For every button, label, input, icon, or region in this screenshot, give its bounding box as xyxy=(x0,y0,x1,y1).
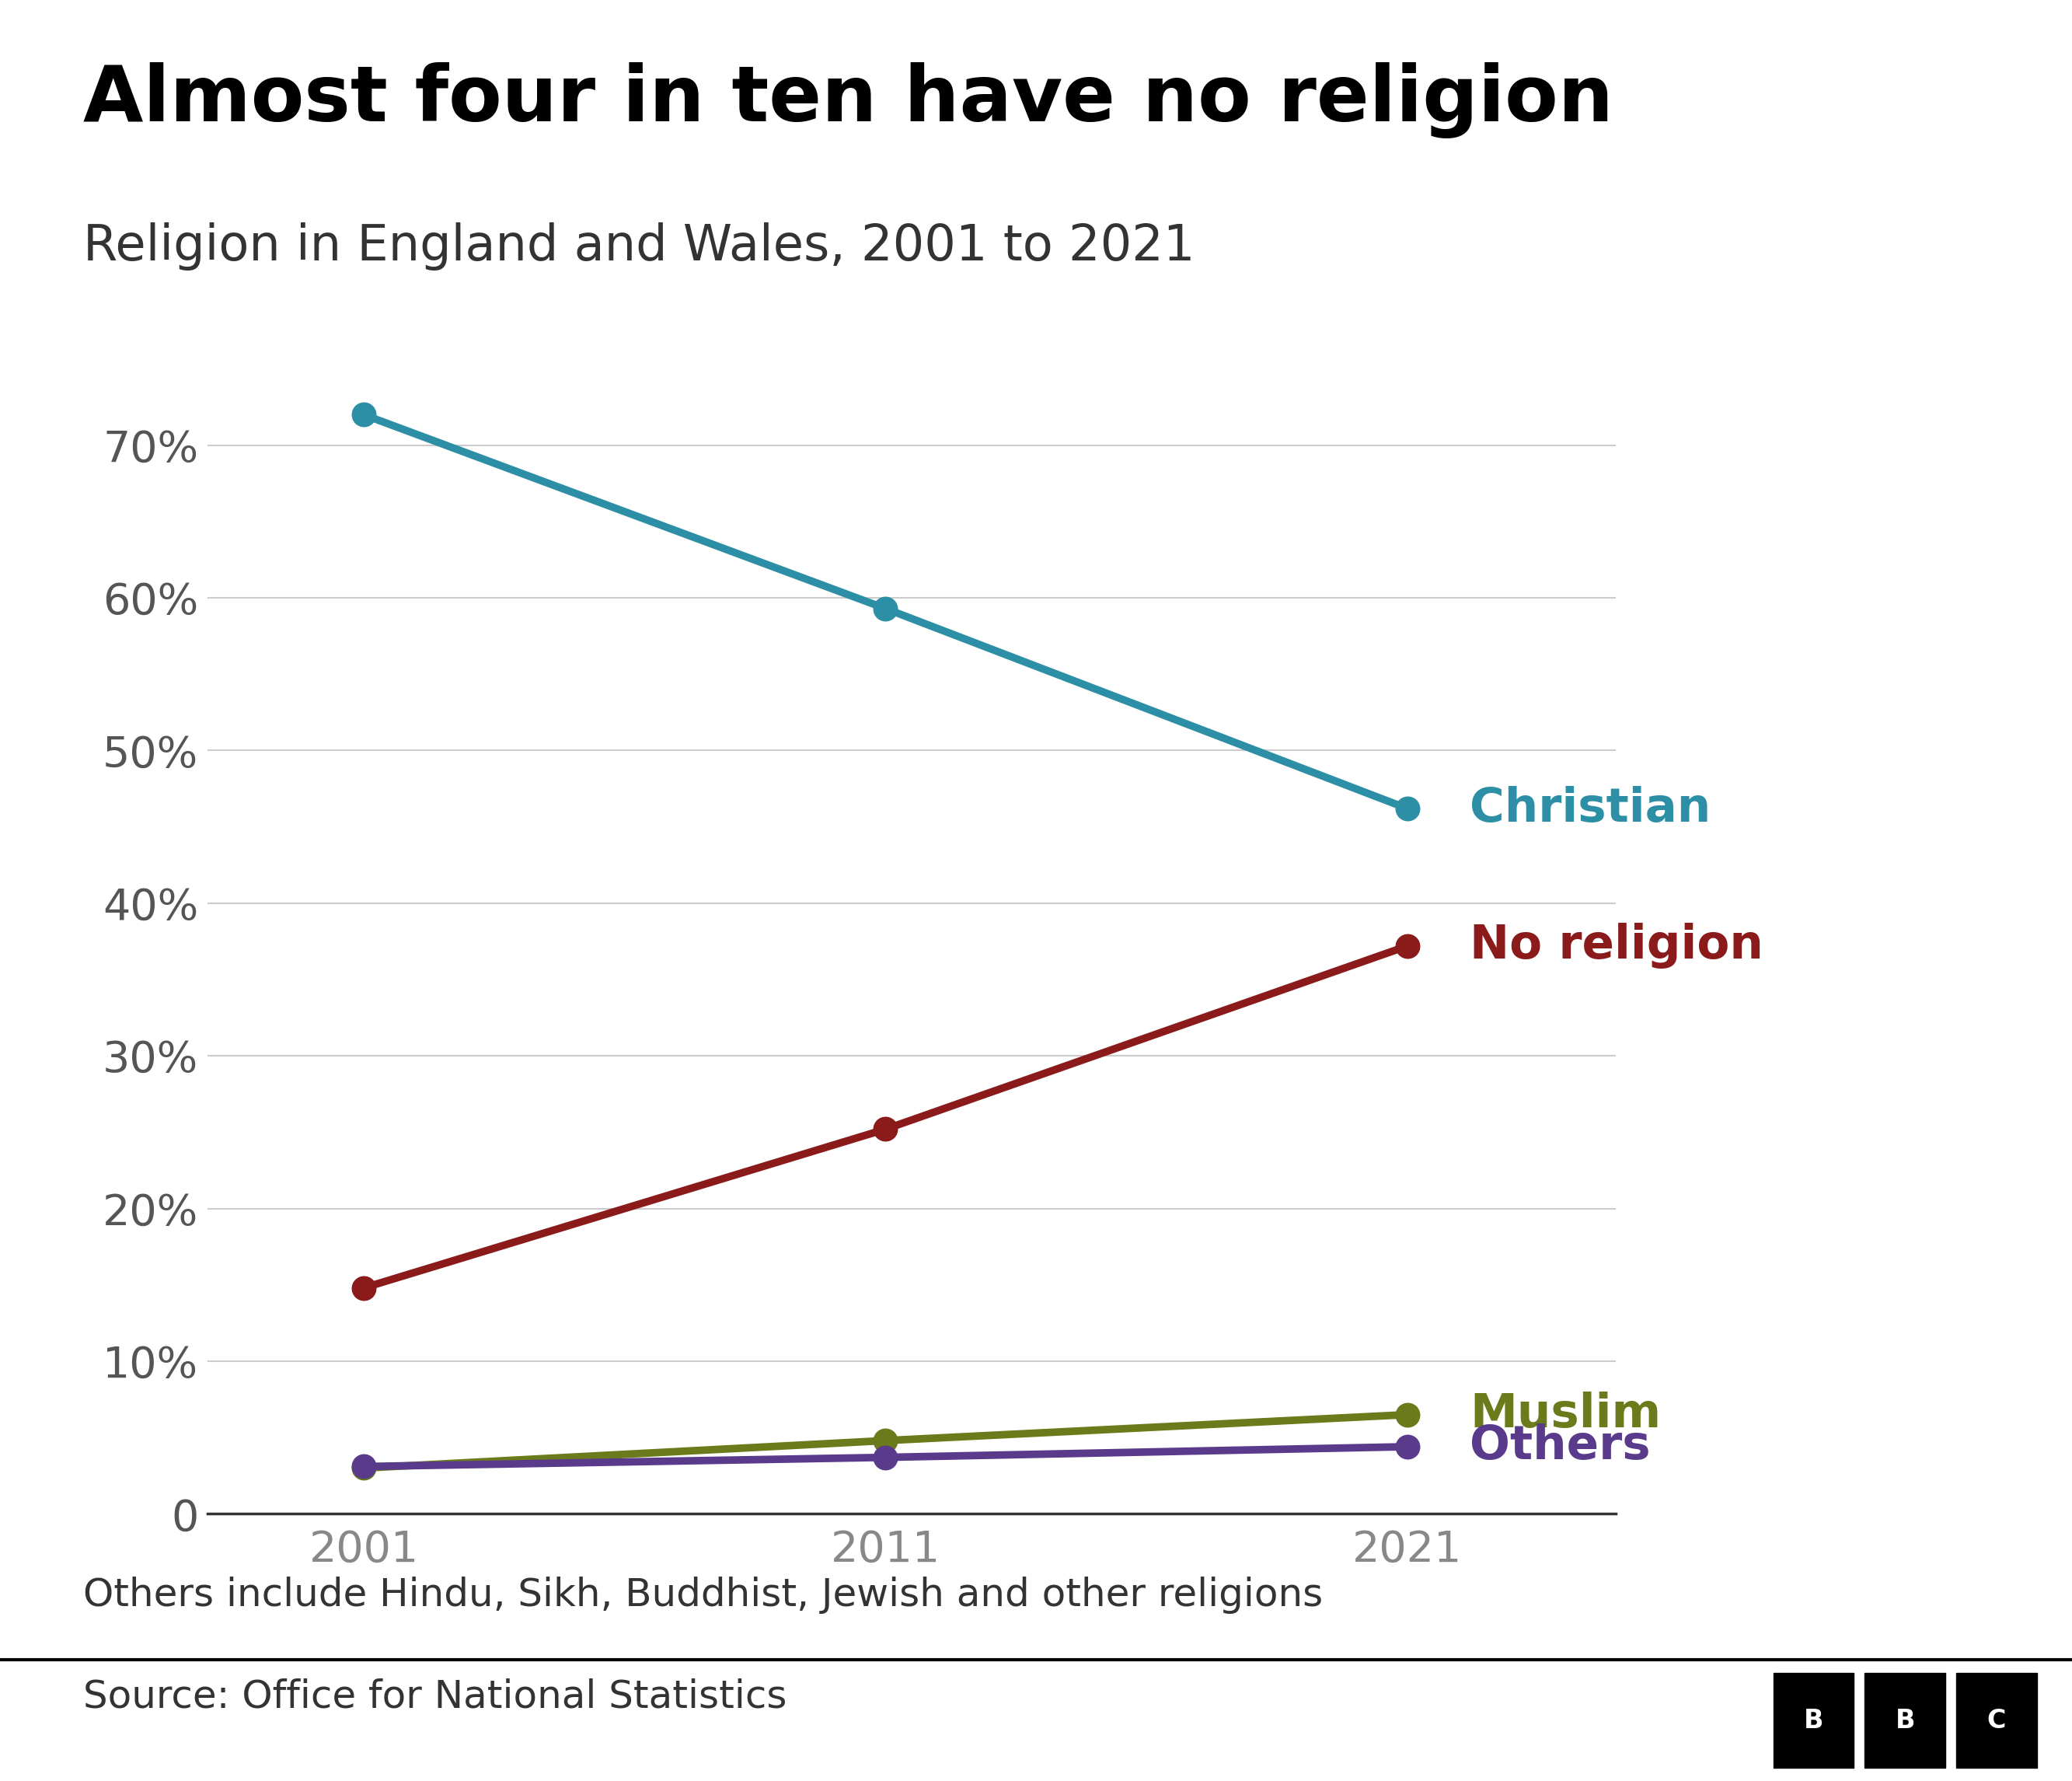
Text: Others: Others xyxy=(1469,1423,1651,1469)
Text: C: C xyxy=(1987,1708,2006,1733)
Bar xyxy=(1865,1672,1946,1769)
Text: B: B xyxy=(1803,1708,1823,1733)
Text: B: B xyxy=(1896,1708,1915,1733)
Bar xyxy=(1956,1672,2037,1769)
Text: Others include Hindu, Sikh, Buddhist, Jewish and other religions: Others include Hindu, Sikh, Buddhist, Je… xyxy=(83,1576,1322,1614)
Text: Religion in England and Wales, 2001 to 2021: Religion in England and Wales, 2001 to 2… xyxy=(83,223,1196,271)
Text: Christian: Christian xyxy=(1469,785,1711,832)
Bar xyxy=(1774,1672,1854,1769)
Text: Almost four in ten have no religion: Almost four in ten have no religion xyxy=(83,62,1614,139)
Text: Muslim: Muslim xyxy=(1469,1391,1662,1437)
Text: Source: Office for National Statistics: Source: Office for National Statistics xyxy=(83,1678,787,1715)
Text: No religion: No religion xyxy=(1469,923,1763,969)
